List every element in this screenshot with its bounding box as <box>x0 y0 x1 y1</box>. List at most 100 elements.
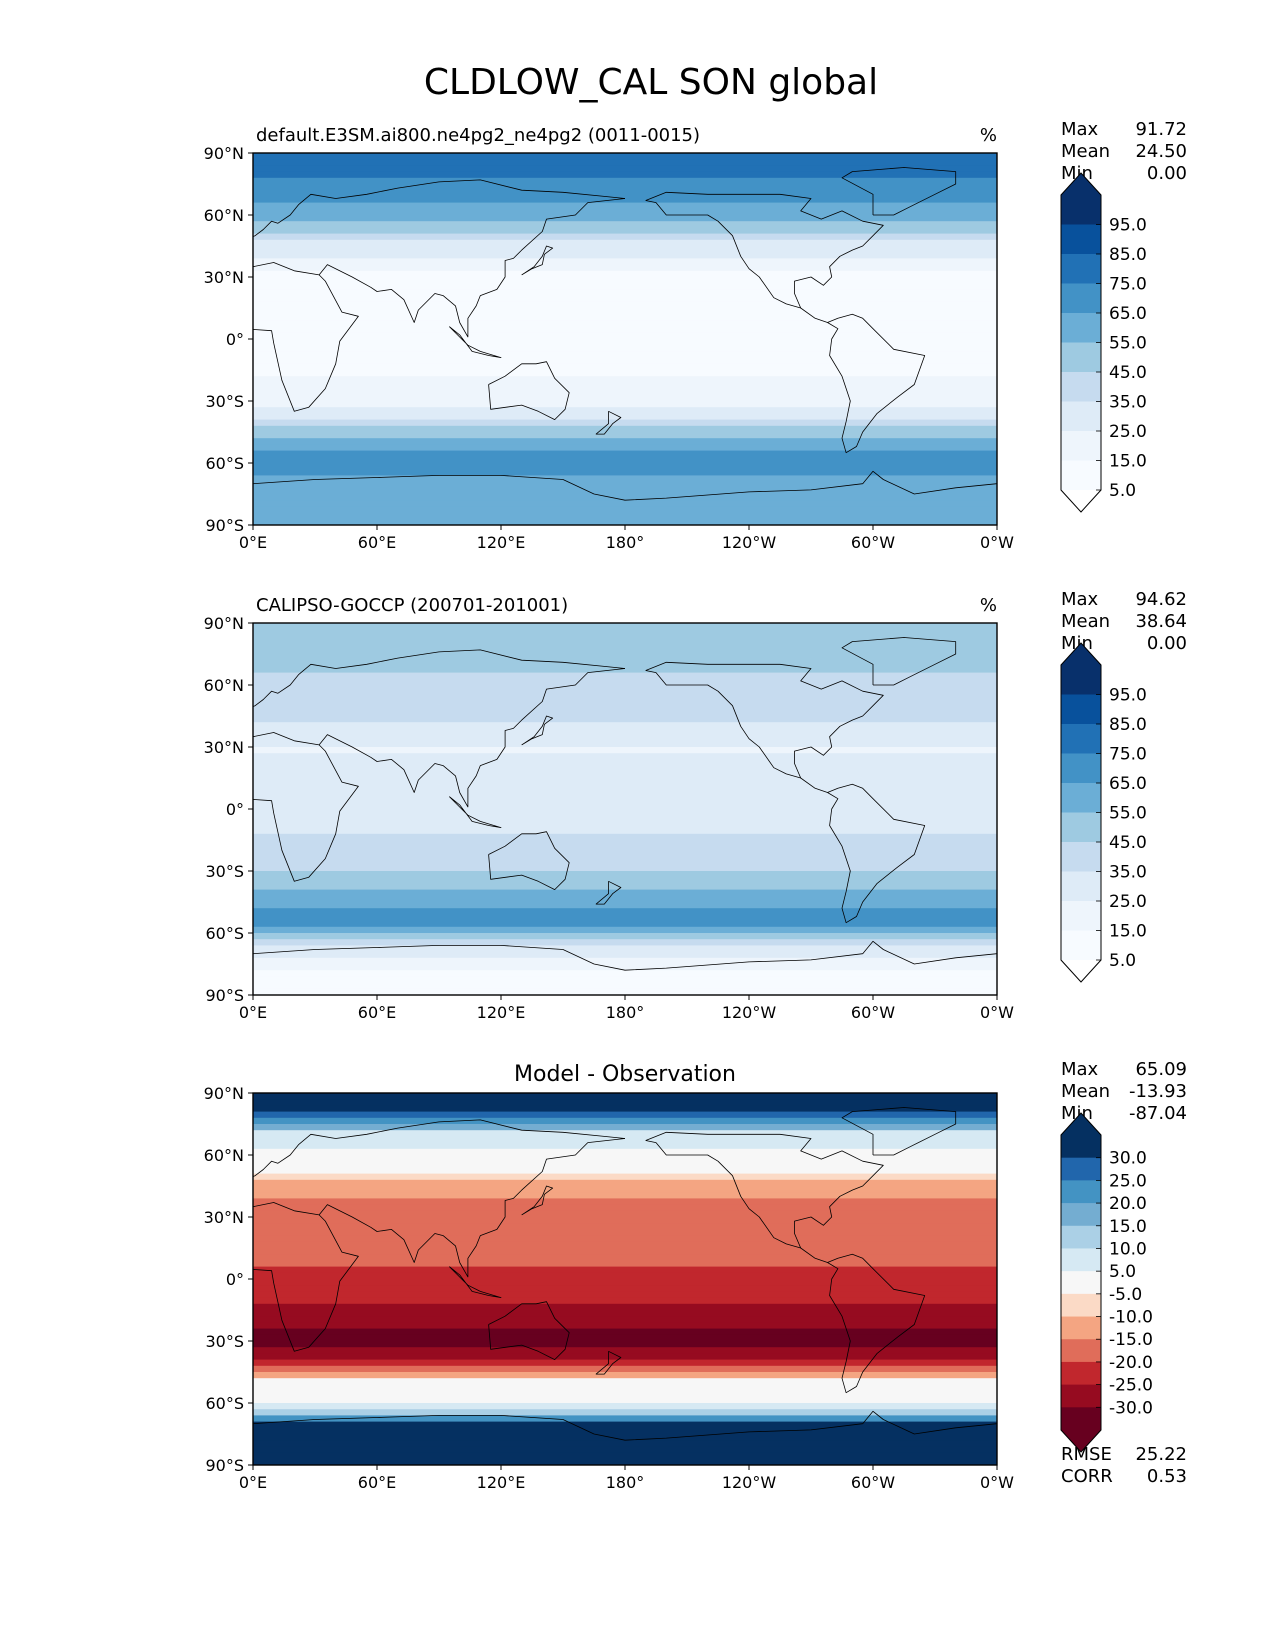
y-tick-label: 30°S <box>205 392 244 411</box>
x-tick-label: 0°W <box>980 1003 1014 1022</box>
latitude-band <box>253 1173 997 1181</box>
metrics-block: RMSE 25.22 CORR 0.53 <box>1061 1444 1187 1487</box>
latitude-band <box>253 1303 997 1311</box>
coastline <box>449 326 502 359</box>
latitude-band <box>253 512 997 520</box>
latitude-band <box>253 697 997 705</box>
coastline <box>841 167 957 216</box>
y-tick-label: 30°N <box>204 268 244 287</box>
latitude-band <box>253 295 997 303</box>
latitude-band <box>253 821 997 829</box>
latitude-band <box>253 709 997 717</box>
latitude-band <box>253 401 997 408</box>
colorbar-label: 25.0 <box>1109 422 1147 442</box>
latitude-band <box>253 1328 997 1336</box>
latitude-band <box>253 840 997 847</box>
latitude-band <box>253 1458 997 1465</box>
x-tick-label: 120°E <box>477 1003 526 1022</box>
latitude-band <box>253 351 997 359</box>
latitude-band <box>253 1217 997 1224</box>
colorbar-label: 35.0 <box>1109 393 1147 413</box>
colorbar-cell <box>1061 1157 1101 1181</box>
latitude-band <box>253 1111 997 1119</box>
latitude-band <box>253 1409 997 1416</box>
x-tick-label: 60°W <box>851 1003 895 1022</box>
latitude-band <box>253 759 997 767</box>
coastline <box>645 670 926 924</box>
map-field <box>253 153 997 525</box>
colorbar-cell <box>1061 665 1101 695</box>
latitude-band <box>253 376 997 383</box>
panel-title: Model - Observation <box>514 1062 736 1087</box>
x-tick-label: 60°W <box>851 1473 895 1492</box>
latitude-band <box>253 1446 997 1454</box>
latitude-band <box>253 945 997 953</box>
latitude-band <box>253 270 997 278</box>
coastline <box>253 732 359 882</box>
latitude-band <box>253 765 997 773</box>
latitude-band <box>253 703 997 711</box>
coastline-lines <box>253 637 997 971</box>
latitude-band <box>253 858 997 866</box>
colorbar-cell <box>1061 1339 1101 1363</box>
stat-label: Max <box>1061 1059 1099 1080</box>
latitude-band <box>253 1099 997 1106</box>
colorbar-label: 85.0 <box>1109 245 1147 265</box>
latitude-band <box>253 233 997 241</box>
latitude-band <box>253 363 997 371</box>
longitude-axis: 0°E 60°E 120°E 180° 120°W 60°W 0°W <box>239 525 1014 552</box>
latitude-band <box>253 1415 997 1423</box>
latitude-band <box>253 239 997 247</box>
coastline <box>595 410 622 435</box>
colorbar-label: 5.0 <box>1109 951 1136 971</box>
coastline <box>253 940 997 971</box>
latitude-band <box>253 1235 997 1243</box>
latitude-band <box>253 920 997 928</box>
latitude-band <box>253 1378 997 1385</box>
latitude-band <box>253 933 997 940</box>
coastline <box>253 262 359 412</box>
latitude-band <box>253 1167 997 1175</box>
latitude-band <box>253 1365 997 1373</box>
latitude-band <box>253 809 997 816</box>
coastline <box>488 1301 570 1360</box>
y-tick-label: 30°N <box>204 738 244 757</box>
stat-value: -13.93 <box>1129 1081 1187 1102</box>
panel-title: default.E3SM.ai800.ne4pg2_ne4pg2 (0011-0… <box>256 125 700 146</box>
latitude-band <box>253 926 997 934</box>
colorbar-cell <box>1061 224 1101 255</box>
latitude-band <box>253 370 997 377</box>
y-tick-label: 60°S <box>205 454 244 473</box>
colorbar-label: 30.0 <box>1109 1149 1147 1169</box>
colorbar: 95.0 85.0 75.0 65.0 55.0 45.0 35.0 25.0 15.0 5.0 <box>1060 172 1147 513</box>
latitude-band <box>253 494 997 501</box>
latitude-band <box>253 691 997 698</box>
colorbar: 95.0 85.0 75.0 65.0 55.0 45.0 35.0 25.0 15.0 5.0 <box>1060 642 1147 983</box>
x-tick-label: 180° <box>606 1003 645 1022</box>
coastline <box>645 661 884 779</box>
latitude-band <box>253 1334 997 1342</box>
latitude-band <box>253 647 997 655</box>
latitude-band <box>253 1229 997 1237</box>
panel-observation: CALIPSO-GOCCP (200701-201001) % 0°E 60°E 1… <box>204 589 1187 1022</box>
latitude-band <box>253 1198 997 1206</box>
x-tick-label: 60°E <box>358 533 396 552</box>
latitude-band <box>253 196 997 204</box>
y-tick-label: 30°N <box>204 1208 244 1227</box>
colorbar-label: 45.0 <box>1109 363 1147 383</box>
stat-value: 91.72 <box>1135 119 1187 140</box>
latitude-band <box>253 159 997 166</box>
latitude-band <box>253 970 997 977</box>
coastline <box>645 200 926 454</box>
colorbar-label: 15.0 <box>1109 452 1147 472</box>
latitude-band <box>253 264 997 272</box>
latitude-band <box>253 463 997 470</box>
panel-units: % <box>980 595 997 616</box>
latitude-band <box>253 227 997 235</box>
latitude-band <box>253 734 997 742</box>
latitude-band <box>253 283 997 290</box>
colorbar-label: 95.0 <box>1109 216 1147 236</box>
latitude-band <box>253 728 997 736</box>
latitude-band <box>253 469 997 476</box>
colorbar-label: 65.0 <box>1109 774 1147 794</box>
